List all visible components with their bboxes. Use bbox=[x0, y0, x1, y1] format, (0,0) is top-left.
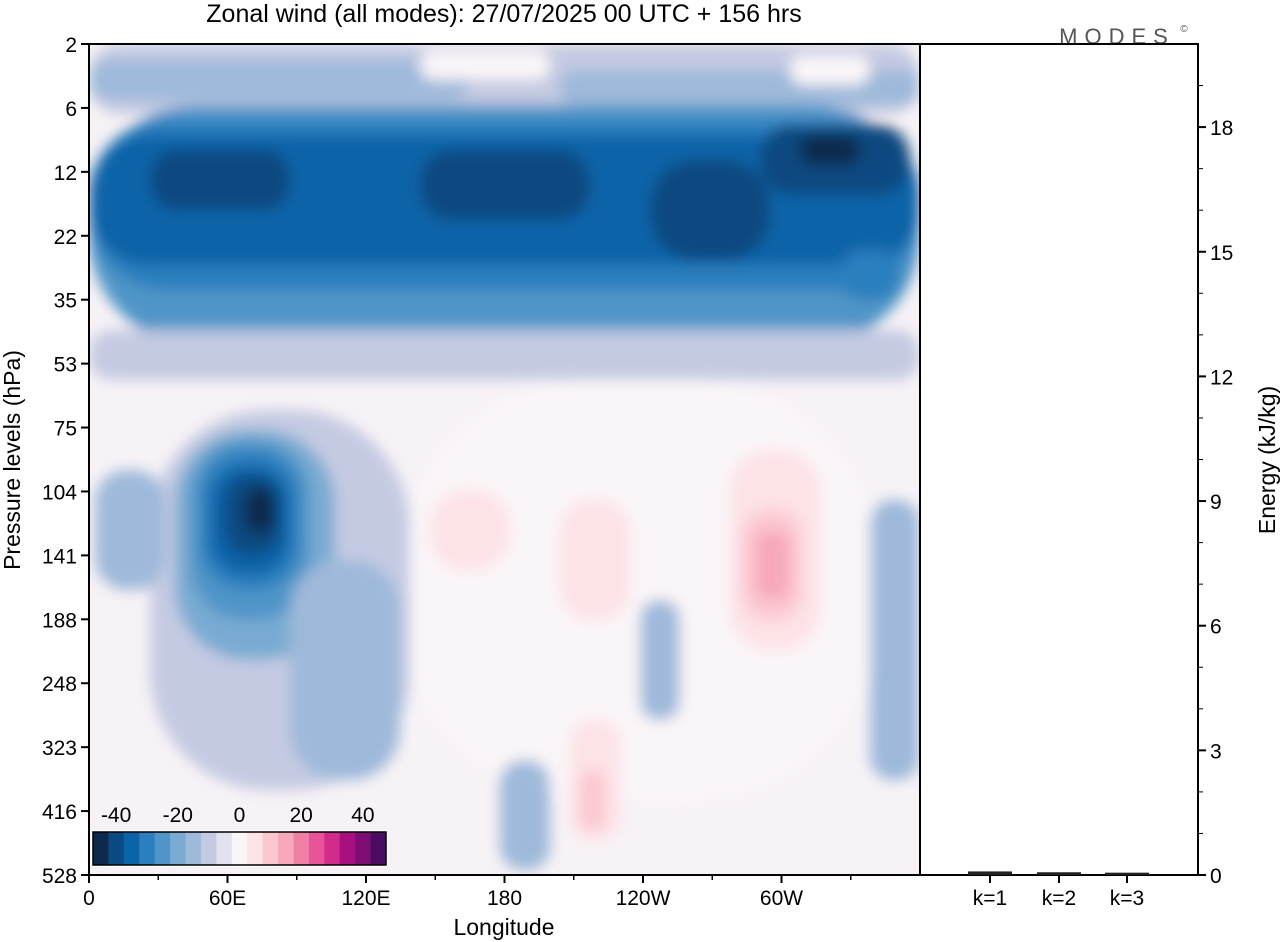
contour-region-34 bbox=[870, 500, 920, 780]
contour-region-22 bbox=[245, 488, 275, 533]
colorbar-tick-label: 20 bbox=[290, 804, 313, 827]
y-tick-label: 104 bbox=[42, 481, 77, 504]
x-tick-label: 120E bbox=[341, 887, 390, 910]
colorbar-swatch bbox=[370, 832, 387, 865]
y-tick-label: 416 bbox=[42, 801, 77, 824]
energy-x-tick-label: k=1 bbox=[973, 887, 1007, 910]
colorbar-swatch bbox=[324, 832, 341, 865]
y-tick-label: 248 bbox=[42, 673, 77, 696]
energy-y-tick-label: 12 bbox=[1210, 366, 1233, 389]
x-tick-label: 60W bbox=[760, 887, 803, 910]
x-tick-label: 120W bbox=[616, 887, 671, 910]
colorbar-swatch bbox=[170, 832, 187, 865]
contour-region-12 bbox=[800, 135, 860, 165]
contour-region-10 bbox=[650, 160, 770, 260]
energy-y-tick-label: 3 bbox=[1210, 740, 1222, 763]
x-axis-longitude: 0 60E 120E 180 120W 60W bbox=[83, 875, 852, 910]
y-tick-label: 528 bbox=[42, 865, 77, 888]
energy-bar-k=3 bbox=[1105, 872, 1149, 875]
colorbar-swatch bbox=[123, 832, 140, 865]
colorbar-swatch bbox=[185, 832, 202, 865]
energy-x-tick-label: k=2 bbox=[1042, 887, 1076, 910]
contour-region-14 bbox=[89, 330, 920, 380]
contour-region-33 bbox=[500, 760, 550, 870]
x-tick-label: 0 bbox=[83, 887, 95, 910]
colorbar-swatch bbox=[293, 832, 310, 865]
heatmap-panel bbox=[88, 43, 921, 876]
y-tick-label: 323 bbox=[42, 737, 77, 760]
colorbar-swatch bbox=[108, 832, 125, 865]
colorbar-swatch bbox=[339, 832, 356, 865]
contour-region-8 bbox=[150, 150, 290, 210]
colorbar-swatch bbox=[139, 832, 156, 865]
y-axis-label: Pressure levels (hPa) bbox=[0, 350, 25, 570]
contour-region-26 bbox=[560, 500, 630, 620]
heatmap-contours bbox=[89, 44, 920, 870]
colorbar-swatch bbox=[308, 832, 325, 865]
colorbar-swatch bbox=[262, 832, 279, 865]
brand-copyright-mark: © bbox=[1180, 24, 1188, 35]
y-tick-label: 53 bbox=[54, 354, 77, 377]
energy-panel: k=1 k=2 k=3 0 3 6 9 12 15 18 Energy (kJ/kg) bbox=[919, 43, 1280, 910]
energy-bar-k=2 bbox=[1037, 872, 1081, 875]
y-tick-label: 2 bbox=[65, 34, 77, 57]
contour-region-32 bbox=[640, 600, 680, 720]
y-tick-label: 141 bbox=[42, 545, 77, 568]
energy-bars: k=1 k=2 k=3 bbox=[968, 871, 1149, 910]
colorbar-tick-label: -40 bbox=[101, 804, 131, 827]
energy-frame bbox=[919, 43, 1199, 876]
y-tick-label: 75 bbox=[54, 418, 77, 441]
colorbar-tick-label: 0 bbox=[234, 804, 246, 827]
x-tick-label: 180 bbox=[487, 887, 522, 910]
chart-title: Zonal wind (all modes): 27/07/2025 00 UT… bbox=[206, 0, 801, 28]
colorbar-tick-label: -20 bbox=[163, 804, 193, 827]
energy-axis-label: Energy (kJ/kg) bbox=[1254, 386, 1280, 534]
energy-y-tick-label: 0 bbox=[1210, 865, 1222, 888]
y-tick-label: 22 bbox=[54, 226, 77, 249]
contour-region-9 bbox=[420, 150, 590, 220]
colorbar-swatch bbox=[355, 832, 372, 865]
colorbar-swatch bbox=[93, 832, 109, 865]
colorbar-swatch bbox=[154, 832, 171, 865]
colorbar-swatch bbox=[247, 832, 264, 865]
x-axis-label: Longitude bbox=[453, 914, 554, 940]
y-axis-pressure: 2 6 12 22 35 53 75 104 141 188 248 323 416 528 bbox=[42, 34, 89, 888]
colorbar-swatch bbox=[216, 832, 233, 865]
contour-region-25 bbox=[430, 490, 510, 570]
contour-region-24 bbox=[95, 470, 165, 590]
colorbar-tick-label: 40 bbox=[351, 804, 374, 827]
y-tick-label: 12 bbox=[54, 162, 77, 185]
colorbar-swatch bbox=[231, 832, 248, 865]
energy-x-tick-label: k=3 bbox=[1110, 887, 1144, 910]
x-tick-label: 60E bbox=[209, 887, 246, 910]
energy-axis: 0 3 6 9 12 15 18 bbox=[1198, 85, 1233, 888]
colorbar-swatch bbox=[278, 832, 294, 865]
energy-bar-k=1 bbox=[968, 871, 1012, 875]
energy-y-tick-label: 9 bbox=[1210, 491, 1222, 514]
energy-y-tick-label: 18 bbox=[1210, 117, 1233, 140]
contour-region-31 bbox=[580, 770, 605, 830]
colorbar: -40 -20 0 20 40 bbox=[91, 804, 388, 867]
colorbar-swatch bbox=[200, 832, 217, 865]
energy-y-tick-label: 6 bbox=[1210, 616, 1222, 639]
contour-region-29 bbox=[755, 530, 790, 600]
contour-region-3 bbox=[420, 50, 550, 80]
colorbar-frame bbox=[92, 831, 387, 866]
energy-y-tick-label: 15 bbox=[1210, 242, 1233, 265]
y-tick-label: 35 bbox=[54, 290, 77, 313]
contour-region-1 bbox=[89, 60, 469, 100]
contour-region-13 bbox=[840, 250, 900, 300]
y-tick-label: 188 bbox=[42, 609, 77, 632]
contour-region-4 bbox=[790, 55, 870, 85]
contour-region-23 bbox=[290, 560, 400, 780]
y-tick-label: 6 bbox=[65, 98, 77, 121]
